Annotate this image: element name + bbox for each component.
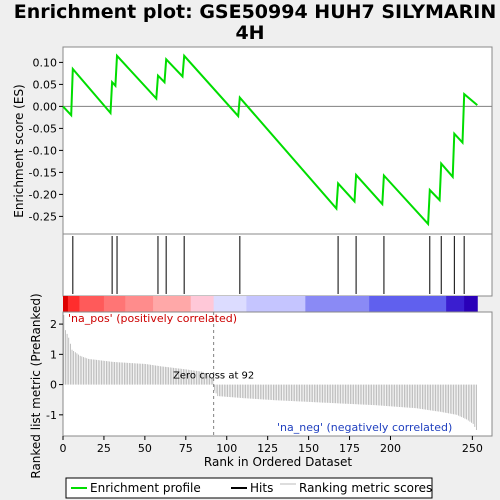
es-axis-ticks: 0.10 0.05 0.00 -0.05 -0.10 -0.15 -0.20 -0.25 [29,56,63,223]
color-bar-segment [369,296,446,312]
metric-axis-ticks: 2 1 0 -1 [46,318,63,422]
x-tick-label: 250 [462,442,483,455]
color-bar-segment [246,296,305,312]
zero-cross-annotation: Zero cross at 92 [173,371,254,382]
es-tick-label: 0.10 [33,56,58,69]
x-tick-label: 75 [179,442,193,455]
color-bar-segment [125,296,153,312]
ranking-color-bar [63,296,478,312]
es-tick-label: -0.10 [29,144,57,157]
color-bar-segment [464,296,478,312]
color-bar-segment [153,296,191,312]
positive-correlation-label: 'na_pos' (positively correlated) [68,312,237,325]
color-bar-segment [68,296,80,312]
chart-title-line-2: 4H [235,22,264,44]
color-bar-segment [191,296,214,312]
es-tick-label: -0.05 [29,122,57,135]
legend: Enrichment profile Hits Ranking metric s… [66,478,432,498]
color-bar-segment [63,296,68,312]
x-axis-ticks: 0 25 50 75 100 125 150 175 200 250 [60,436,483,455]
es-tick-label: -0.20 [29,188,57,201]
negative-correlation-label: 'na_neg' (negatively correlated) [277,421,452,434]
x-tick-label: 0 [60,442,67,455]
legend-label-ranking: Ranking metric scores [299,481,432,495]
color-bar-segment [79,296,104,312]
es-tick-label: -0.25 [29,210,57,223]
color-bar-segment [104,296,126,312]
x-tick-label: 50 [138,442,152,455]
hits-panel-frame [63,234,492,296]
es-tick-label: -0.15 [29,166,57,179]
legend-label-enrichment: Enrichment profile [90,481,201,495]
x-tick-label: 125 [257,442,278,455]
legend-label-hits: Hits [250,481,273,495]
color-bar-segment [446,296,465,312]
metric-axis-label: Ranked list metric (PreRanked) [29,293,43,478]
es-axis-label: Enrichment score (ES) [12,84,26,217]
x-axis-label: Rank in Ordered Dataset [204,455,352,469]
metric-tick-label: 1 [50,348,57,361]
metric-tick-label: -1 [46,409,57,422]
x-tick-label: 200 [380,442,401,455]
es-tick-label: 0.00 [33,100,58,113]
x-tick-label: 100 [216,442,237,455]
chart-title-line-1: Enrichment plot: GSE50994 HUH7 SILYMARIN [14,1,496,23]
x-tick-label: 175 [339,442,360,455]
x-tick-label: 150 [298,442,319,455]
metric-tick-label: 0 [50,379,57,392]
color-bar-segment [305,296,369,312]
metric-tick-label: 2 [50,318,57,331]
x-tick-label: 25 [97,442,111,455]
color-bar-segment [214,296,247,312]
es-tick-label: 0.05 [33,78,58,91]
